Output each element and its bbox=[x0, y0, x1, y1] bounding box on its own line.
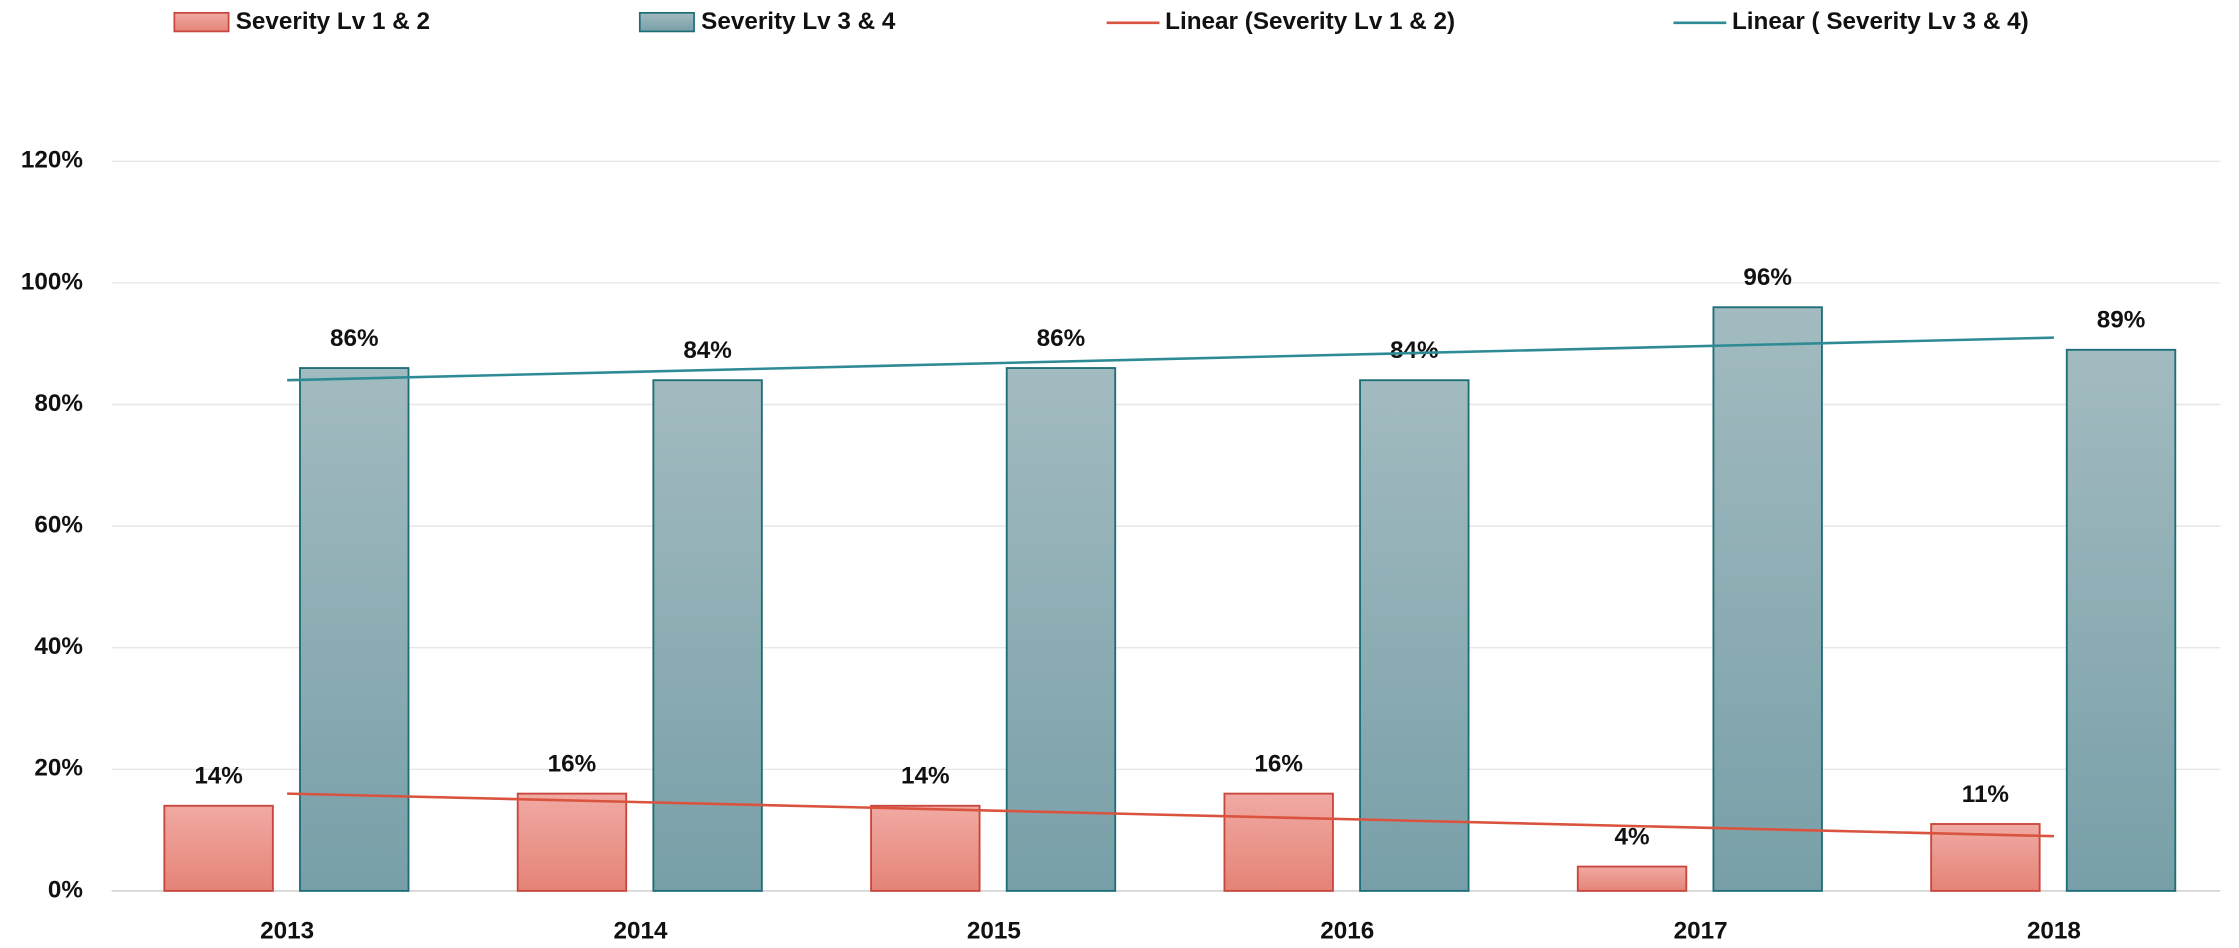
legend-swatch bbox=[638, 11, 695, 33]
y-tick-label: 40% bbox=[34, 633, 83, 660]
x-tick-label: 2015 bbox=[967, 918, 1021, 945]
data-label: 86% bbox=[1037, 325, 1086, 352]
x-tick-label: 2017 bbox=[1674, 918, 1728, 945]
y-tick-label: 60% bbox=[34, 512, 83, 539]
data-label: 14% bbox=[194, 763, 243, 790]
bar bbox=[516, 792, 628, 892]
data-label: 84% bbox=[1390, 337, 1439, 364]
data-label: 86% bbox=[330, 325, 379, 352]
data-label: 4% bbox=[1615, 823, 1650, 850]
trendline bbox=[287, 336, 2054, 382]
data-label: 16% bbox=[1254, 750, 1303, 777]
data-label: 84% bbox=[683, 337, 732, 364]
legend-label: Linear ( Severity Lv 3 & 4) bbox=[1732, 8, 2029, 35]
legend-label: Severity Lv 1 & 2 bbox=[236, 8, 430, 35]
legend-label: Linear (Severity Lv 1 & 2) bbox=[1165, 8, 1455, 35]
bar bbox=[1223, 792, 1334, 892]
legend-label: Severity Lv 3 & 4 bbox=[701, 8, 896, 35]
data-label: 89% bbox=[2097, 307, 2146, 334]
bar bbox=[163, 804, 274, 892]
bar bbox=[2065, 348, 2177, 892]
legend-swatch bbox=[173, 11, 230, 33]
x-tick-label: 2013 bbox=[260, 918, 314, 945]
y-tick-label: 20% bbox=[34, 755, 83, 782]
x-tick-label: 2018 bbox=[2027, 918, 2081, 945]
data-label: 14% bbox=[901, 763, 950, 790]
trendline bbox=[287, 792, 2054, 838]
data-label: 16% bbox=[548, 750, 597, 777]
bar bbox=[652, 379, 763, 892]
data-label: 96% bbox=[1743, 264, 1792, 291]
data-label: 11% bbox=[1962, 781, 2009, 808]
x-tick-label: 2016 bbox=[1320, 918, 1374, 945]
bar bbox=[299, 367, 410, 892]
y-tick-label: 0% bbox=[48, 876, 83, 903]
bar bbox=[870, 804, 981, 892]
bar bbox=[1005, 367, 1117, 892]
bar bbox=[1576, 865, 1688, 892]
y-tick-label: 100% bbox=[21, 268, 83, 295]
y-tick-label: 80% bbox=[34, 390, 83, 417]
bar bbox=[1712, 306, 1823, 892]
x-tick-label: 2014 bbox=[614, 918, 668, 945]
y-tick-label: 120% bbox=[21, 147, 83, 174]
bar bbox=[1359, 379, 1470, 892]
